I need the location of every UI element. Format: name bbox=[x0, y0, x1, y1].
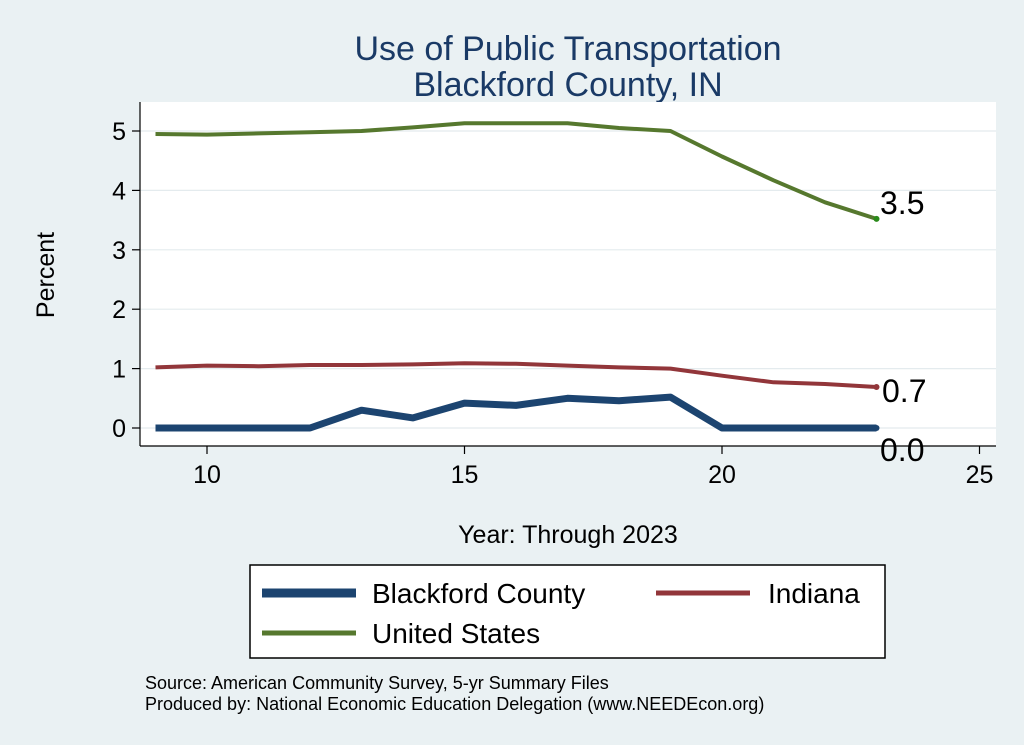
data-point-united-states-23 bbox=[873, 215, 880, 222]
legend-label-indiana: Indiana bbox=[768, 578, 860, 609]
chart-subtitle: Blackford County, IN bbox=[413, 66, 722, 104]
source-note: Source: American Community Survey, 5-yr … bbox=[145, 673, 609, 693]
series-line-united-states bbox=[155, 121, 878, 221]
legend-label-united-states: United States bbox=[372, 618, 540, 649]
end-label-united-states: 3.5 bbox=[880, 185, 924, 221]
legend: Blackford County Indiana United States bbox=[262, 578, 860, 649]
legend-label-blackford-county: Blackford County bbox=[372, 578, 585, 609]
end-label-blackford-county: 0.0 bbox=[880, 432, 924, 468]
axis-layer: 0 1 2 3 4 5 10 15 20 25 bbox=[112, 102, 996, 489]
chart-title: Use of Public Transportation bbox=[354, 30, 781, 68]
produced-by-note: Produced by: National Economic Education… bbox=[145, 694, 764, 714]
y-tick-label-2: 2 bbox=[112, 296, 126, 324]
x-tick-label-15: 15 bbox=[451, 461, 479, 489]
y-tick-label-4: 4 bbox=[112, 177, 126, 205]
y-tick-label-0: 0 bbox=[112, 415, 126, 443]
data-point-blackford-county-23 bbox=[873, 425, 880, 431]
y-tick-label-3: 3 bbox=[112, 237, 126, 265]
x-axis-title: Year: Through 2023 bbox=[458, 521, 678, 549]
label-layer: 0.0 0.7 3.5 bbox=[880, 185, 926, 468]
end-label-indiana: 0.7 bbox=[882, 373, 926, 409]
plot-area bbox=[140, 102, 996, 446]
y-tick-label-1: 1 bbox=[112, 356, 126, 384]
series-line-indiana bbox=[155, 361, 877, 389]
x-tick-label-20: 20 bbox=[708, 461, 736, 489]
data-point-indiana-23 bbox=[873, 384, 880, 391]
series-line-blackford-county bbox=[155, 393, 877, 432]
x-tick-label-10: 10 bbox=[193, 461, 221, 489]
x-tick-label-25: 25 bbox=[966, 461, 994, 489]
y-axis-title: Percent bbox=[32, 232, 60, 318]
legend-box bbox=[249, 564, 886, 659]
series-layer bbox=[155, 121, 880, 432]
y-tick-label-5: 5 bbox=[112, 118, 126, 146]
